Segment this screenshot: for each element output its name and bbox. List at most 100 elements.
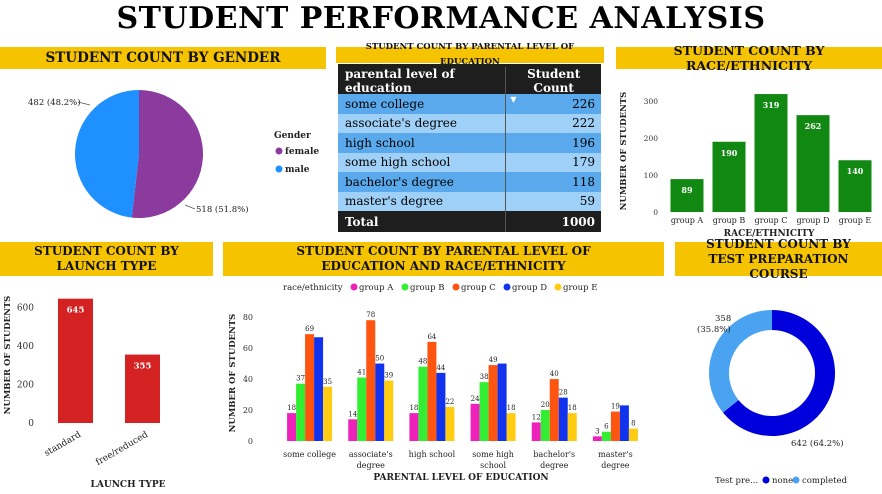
legend-label[interactable]: group A [359,283,394,293]
none-legend-label: none [772,476,793,486]
test-prep-legend-title: Test pre... [715,476,758,486]
count-cell: 222 [572,116,595,131]
female-legend-marker [275,147,283,155]
bar[interactable] [409,413,419,441]
bar[interactable] [497,363,507,441]
bar[interactable] [384,380,394,441]
bar-value-label: 19 [611,403,620,411]
y-tick-label: 0 [248,437,253,446]
completed-legend-marker [792,476,800,484]
education-cell: high school [345,135,415,150]
bar[interactable] [436,372,446,441]
bar-value-label: 24 [471,395,480,403]
bar[interactable] [479,382,489,441]
count-header-label: Student Count [527,67,581,95]
column-header-education[interactable]: parental level of education [345,67,455,95]
bar[interactable] [610,411,620,441]
bar[interactable] [357,377,367,442]
bar[interactable] [348,419,358,441]
bar-value-label: 35 [323,378,332,386]
y-tick-label: 400 [17,342,34,352]
x-category-label: group C [755,216,788,225]
male-slice[interactable] [74,90,139,218]
completed-slice[interactable] [709,310,772,413]
male-legend-marker [275,165,283,173]
bar[interactable] [540,410,550,441]
bar[interactable] [470,403,480,441]
bar[interactable] [488,365,498,441]
bar[interactable] [838,160,872,212]
bar[interactable] [314,337,324,441]
bar[interactable] [305,334,315,441]
bar[interactable] [58,298,93,423]
female-slice[interactable] [131,90,204,218]
gender-panel-title: STUDENT COUNT BY GENDER [0,47,326,69]
x-category-label: group E [839,216,872,225]
bar[interactable] [567,413,577,441]
legend-label[interactable]: group C [461,283,496,293]
legend-label[interactable]: group E [563,283,597,293]
bar[interactable] [619,405,629,441]
table-row[interactable]: master's degree 59 [338,191,601,211]
bar-value-label: 319 [763,100,780,110]
table-row[interactable]: associate's degree 222 [338,113,601,133]
bar[interactable] [628,428,638,441]
table-row[interactable]: bachelor's degree 118 [338,172,601,192]
x-axis-title: RACE/ETHNICITY [724,229,815,239]
y-tick-label: 600 [17,303,34,313]
x-category-label: high school [409,450,456,459]
bar-value-label: 44 [436,364,445,372]
bar[interactable] [712,141,746,212]
legend-label[interactable]: group B [410,283,445,293]
bar-value-label: 39 [384,372,393,380]
total-label: Total [345,214,379,229]
bar-value-label: 22 [445,398,454,406]
bar[interactable] [427,341,437,441]
bar[interactable] [670,179,704,212]
bar-value-label: 20 [541,401,550,409]
education-cell: bachelor's degree [345,174,454,189]
education-cell: some high school [345,155,451,170]
bar[interactable] [125,354,160,423]
table-row[interactable]: some college 226 [338,94,601,114]
bar-value-label: 8 [631,420,635,428]
bar-value-label: 48 [418,358,427,366]
bar-value-label: 37 [296,375,305,383]
bar[interactable] [558,397,568,441]
bar-value-label: 645 [67,306,85,316]
table-row[interactable]: high school 196 [338,133,601,153]
gender-legend-title: Gender [274,131,311,141]
bar[interactable] [549,379,559,441]
bar[interactable] [601,431,611,441]
bar[interactable] [375,363,385,441]
bar-value-label: 3 [595,427,599,435]
bar-value-label: 18 [568,404,577,412]
none-slice[interactable] [722,310,835,436]
bar-value-label: 49 [489,356,498,364]
bar[interactable] [796,115,830,212]
dashboard-title: STUDENT PERFORMANCE ANALYSIS [116,1,766,36]
table-row[interactable]: some high school 179 [338,152,601,172]
bar[interactable] [418,366,428,441]
legend-label[interactable]: group D [512,283,547,293]
bar[interactable] [323,386,333,441]
male-slice-label: 482 (48.2%) [28,97,81,108]
bar-value-label: 18 [287,404,296,412]
y-tick-label: 20 [243,406,253,415]
bar[interactable] [287,413,297,441]
x-category-label: bachelor's degree [533,450,575,470]
bar-value-label: 18 [507,404,516,412]
bar[interactable] [531,422,541,441]
column-header-count[interactable]: Student Count ▼ [506,67,601,103]
bar[interactable] [366,320,376,441]
count-cell: 118 [572,174,595,189]
bar[interactable] [754,94,788,212]
bar[interactable] [296,383,306,441]
bar[interactable] [445,406,455,441]
legend-marker [503,283,511,291]
test-prep-donut-chart: 358 (35.8%) 642 (64.2%) Test pre... none … [697,310,848,486]
y-axis-title: NUMBER OF STUDENTS [3,296,13,415]
bar[interactable] [592,436,602,441]
bar[interactable] [506,413,516,441]
y-tick-label: 100 [644,171,659,180]
